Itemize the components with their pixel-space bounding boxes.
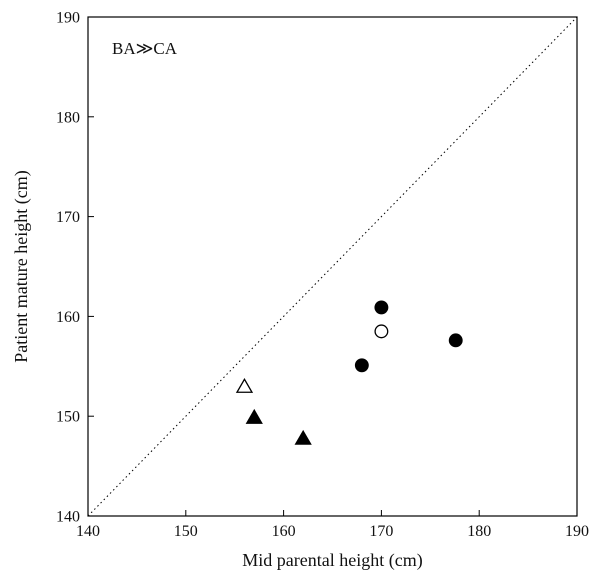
filled-triangle-point xyxy=(245,408,263,424)
y-tick-label: 180 xyxy=(56,109,80,126)
filled-circle-point xyxy=(354,358,369,373)
filled-circle-point xyxy=(448,333,463,348)
y-tick-label: 150 xyxy=(56,409,80,426)
identity-reference-line xyxy=(87,16,578,517)
filled-circle-point xyxy=(374,300,389,315)
x-tick-label: 170 xyxy=(369,523,393,540)
x-tick-label: 190 xyxy=(565,523,589,540)
y-tick-label: 160 xyxy=(56,309,80,326)
annotation-ba-ca: BA≫CA xyxy=(112,39,178,58)
data-points xyxy=(235,300,463,445)
x-tick-label: 160 xyxy=(272,523,296,540)
filled-triangle-point xyxy=(294,429,312,445)
x-tick-label: 140 xyxy=(76,523,100,540)
x-axis-ticks: 140 150 160 170 180 190 xyxy=(76,510,589,540)
plot-frame xyxy=(87,16,578,517)
x-axis-label: Mid parental height (cm) xyxy=(242,550,422,571)
y-tick-label: 140 xyxy=(56,509,80,526)
y-tick-label: 170 xyxy=(56,209,80,226)
x-tick-label: 150 xyxy=(174,523,198,540)
open-circle-point xyxy=(374,324,389,339)
y-axis-ticks: 140 150 160 170 180 190 xyxy=(56,10,94,526)
y-tick-label: 190 xyxy=(56,10,80,27)
open-triangle-point xyxy=(235,377,254,393)
x-tick-label: 180 xyxy=(467,523,491,540)
y-axis-label: Patient mature height (cm) xyxy=(11,170,32,362)
